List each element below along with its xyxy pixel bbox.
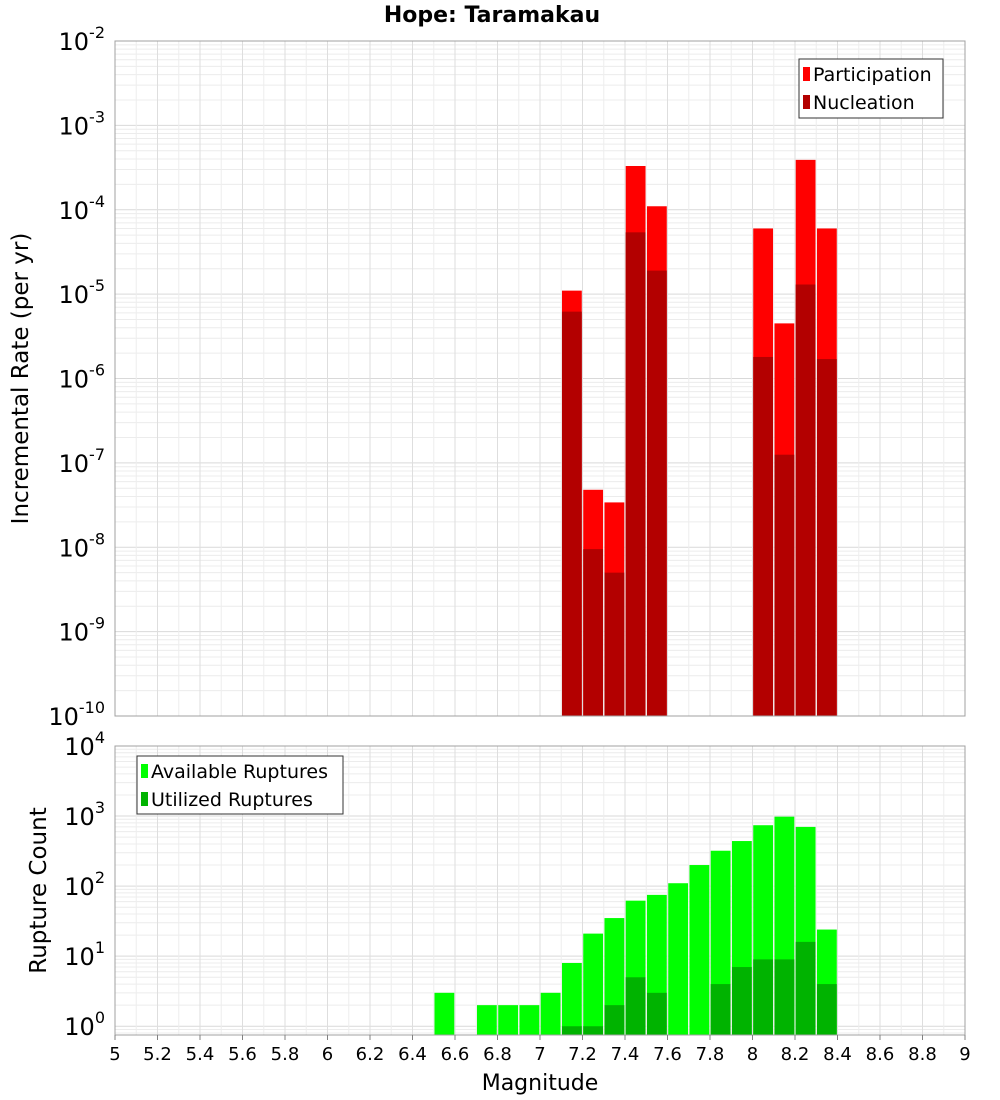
- plot-frame: [114, 40, 966, 717]
- bar-utilized-ruptures: [561, 1026, 582, 1035]
- y-tick-label: 10-4: [59, 192, 106, 225]
- y-tick-label: 10-6: [59, 361, 106, 394]
- y-tick-label: 10-2: [59, 23, 106, 56]
- bar-utilized-ruptures: [753, 959, 774, 1035]
- bar-utilized-ruptures: [710, 984, 731, 1035]
- bar-utilized-ruptures: [604, 1005, 625, 1035]
- x-tick-label: 5.8: [271, 1044, 300, 1065]
- bar-available-ruptures: [498, 1005, 519, 1035]
- bar-available-ruptures: [583, 933, 604, 1035]
- legend-swatch: [803, 95, 810, 109]
- x-tick-label: 6.8: [483, 1044, 512, 1065]
- y-tick-label: 10-8: [59, 529, 106, 562]
- x-tick-label: 5: [109, 1044, 120, 1065]
- bar-available-ruptures: [434, 992, 455, 1035]
- bar-nucleation: [583, 549, 604, 716]
- y-tick-label: 103: [64, 798, 105, 831]
- legend: Available Ruptures Utilized Ruptures: [136, 755, 344, 815]
- legend-label: Available Ruptures: [151, 761, 328, 783]
- x-tick-label: 8.2: [781, 1044, 810, 1065]
- y-tick-label: 10-3: [59, 107, 106, 140]
- y-tick-label: 104: [64, 728, 105, 761]
- y-tick-label: 100: [64, 1008, 105, 1041]
- x-tick-label: 8: [747, 1044, 758, 1065]
- bar-nucleation: [774, 454, 795, 716]
- bar-utilized-ruptures: [795, 941, 816, 1035]
- x-tick-label: 6.6: [441, 1044, 470, 1065]
- x-axis-label: Magnitude: [482, 1071, 599, 1096]
- bar-nucleation: [625, 232, 646, 716]
- y-tick-label: 10-7: [59, 445, 106, 478]
- rupture-count-panel: 100 101 102 103 104 Rupture Count Available Ru…: [26, 728, 966, 1041]
- legend-label: Utilized Ruptures: [151, 789, 313, 811]
- legend: Participation Nucleation: [798, 58, 944, 119]
- x-tick-label: 6: [322, 1044, 333, 1065]
- x-tick-label: 7.8: [696, 1044, 725, 1065]
- x-axis: 5 5.2 5.4 5.6 5.8 6 6.2 6.4 6.6 6.8 7 7.2 7.4 7.6 7.8 8…: [109, 1035, 971, 1065]
- chart-title: Hope: Taramakau: [384, 3, 600, 28]
- y-axis-label: Incremental Rate (per yr): [8, 233, 34, 525]
- bar-available-ruptures: [561, 962, 582, 1035]
- x-tick-label: 7.2: [568, 1044, 597, 1065]
- y-axis-label: Rupture Count: [26, 807, 52, 973]
- bar-nucleation: [561, 311, 582, 716]
- bar-available-ruptures: [519, 1005, 540, 1035]
- bar-available-ruptures: [540, 992, 561, 1035]
- rate-panel: 10-10 10-9 10-8 10-7 10-6 10-5 10-4 10-3 10-2 Inc…: [8, 23, 966, 731]
- bar-utilized-ruptures: [583, 1026, 604, 1035]
- bar-utilized-ruptures: [731, 967, 752, 1035]
- legend-swatch: [141, 764, 148, 778]
- bar-nucleation: [795, 284, 816, 716]
- x-tick-label: 6.4: [398, 1044, 427, 1065]
- x-tick-label: 5.2: [143, 1044, 172, 1065]
- bar-available-ruptures: [668, 883, 689, 1035]
- bar-nucleation: [646, 270, 667, 716]
- bar-utilized-ruptures: [646, 992, 667, 1035]
- x-tick-label: 7.4: [611, 1044, 640, 1065]
- bar-nucleation: [604, 572, 625, 716]
- bar-nucleation: [753, 356, 774, 716]
- legend-box: [798, 58, 944, 119]
- legend-label: Participation: [813, 64, 932, 86]
- y-tick-label: 10-5: [59, 276, 106, 309]
- x-tick-label: 7: [534, 1044, 545, 1065]
- bar-utilized-ruptures: [816, 984, 837, 1035]
- x-tick-label: 8.8: [908, 1044, 937, 1065]
- y-tick-label: 102: [64, 868, 105, 901]
- bar-available-ruptures: [476, 1005, 497, 1035]
- x-tick-label: 9: [959, 1044, 970, 1065]
- x-tick-label: 8.4: [823, 1044, 852, 1065]
- legend-box: [136, 755, 344, 815]
- x-tick-label: 5.4: [186, 1044, 215, 1065]
- x-tick-label: 6.2: [356, 1044, 385, 1065]
- bar-nucleation: [816, 359, 837, 716]
- legend-swatch: [803, 67, 810, 81]
- x-tick-label: 7.6: [653, 1044, 682, 1065]
- bar-utilized-ruptures: [774, 959, 795, 1035]
- x-tick-label: 5.6: [228, 1044, 257, 1065]
- y-tick-label: 10-9: [59, 614, 106, 647]
- y-tick-label: 101: [64, 938, 105, 971]
- legend-label: Nucleation: [813, 92, 915, 114]
- y-tick-label: 10-10: [48, 698, 105, 731]
- bar-utilized-ruptures: [625, 977, 646, 1035]
- legend-swatch: [141, 792, 148, 806]
- bar-available-ruptures: [689, 865, 710, 1035]
- x-tick-label: 8.6: [866, 1044, 895, 1065]
